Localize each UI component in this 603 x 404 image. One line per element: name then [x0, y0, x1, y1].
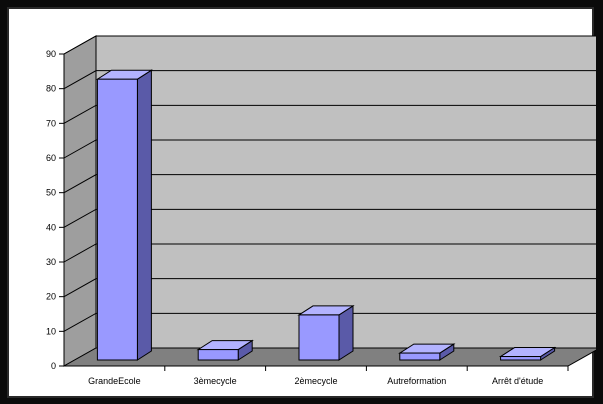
gridline [63, 139, 596, 159]
y-tick-label: 90 [46, 49, 56, 59]
gridline [63, 35, 596, 55]
y-tick-label: 40 [46, 222, 56, 232]
back-wall [95, 35, 596, 349]
gridline [63, 174, 596, 194]
y-tick-label: 30 [46, 257, 56, 267]
category-label: 3èmecycle [194, 376, 237, 386]
bar-side [136, 69, 152, 361]
category-label: Autreformation [387, 376, 446, 386]
gridline [63, 312, 596, 332]
category-label: Arrêt d'étude [492, 376, 543, 386]
category-label: GrandeEcole [88, 376, 141, 386]
y-tick-label: 10 [46, 326, 56, 336]
bar [399, 352, 441, 361]
y-tick-label: 60 [46, 153, 56, 163]
gridline [63, 104, 596, 124]
gridline [63, 278, 596, 298]
y-tick-label: 0 [51, 361, 56, 371]
bar [197, 349, 239, 361]
bar [298, 314, 340, 361]
gridline [63, 243, 596, 263]
category-label: 2èmecycle [294, 376, 337, 386]
bar [500, 356, 542, 361]
bar-chart: 0 10 20 30 40 50 60 70 80 90 GrandeEcole 3èmecycle 2… [46, 35, 596, 386]
gridline [63, 208, 596, 228]
gridline [63, 70, 596, 90]
y-tick-label: 70 [46, 118, 56, 128]
y-tick-label: 50 [46, 188, 56, 198]
bar [96, 78, 138, 361]
chart-frame: 0 10 20 30 40 50 60 70 80 90 GrandeEcole 3èmecycle 2… [7, 7, 596, 398]
y-tick-label: 80 [46, 84, 56, 94]
y-tick-label: 20 [46, 292, 56, 302]
